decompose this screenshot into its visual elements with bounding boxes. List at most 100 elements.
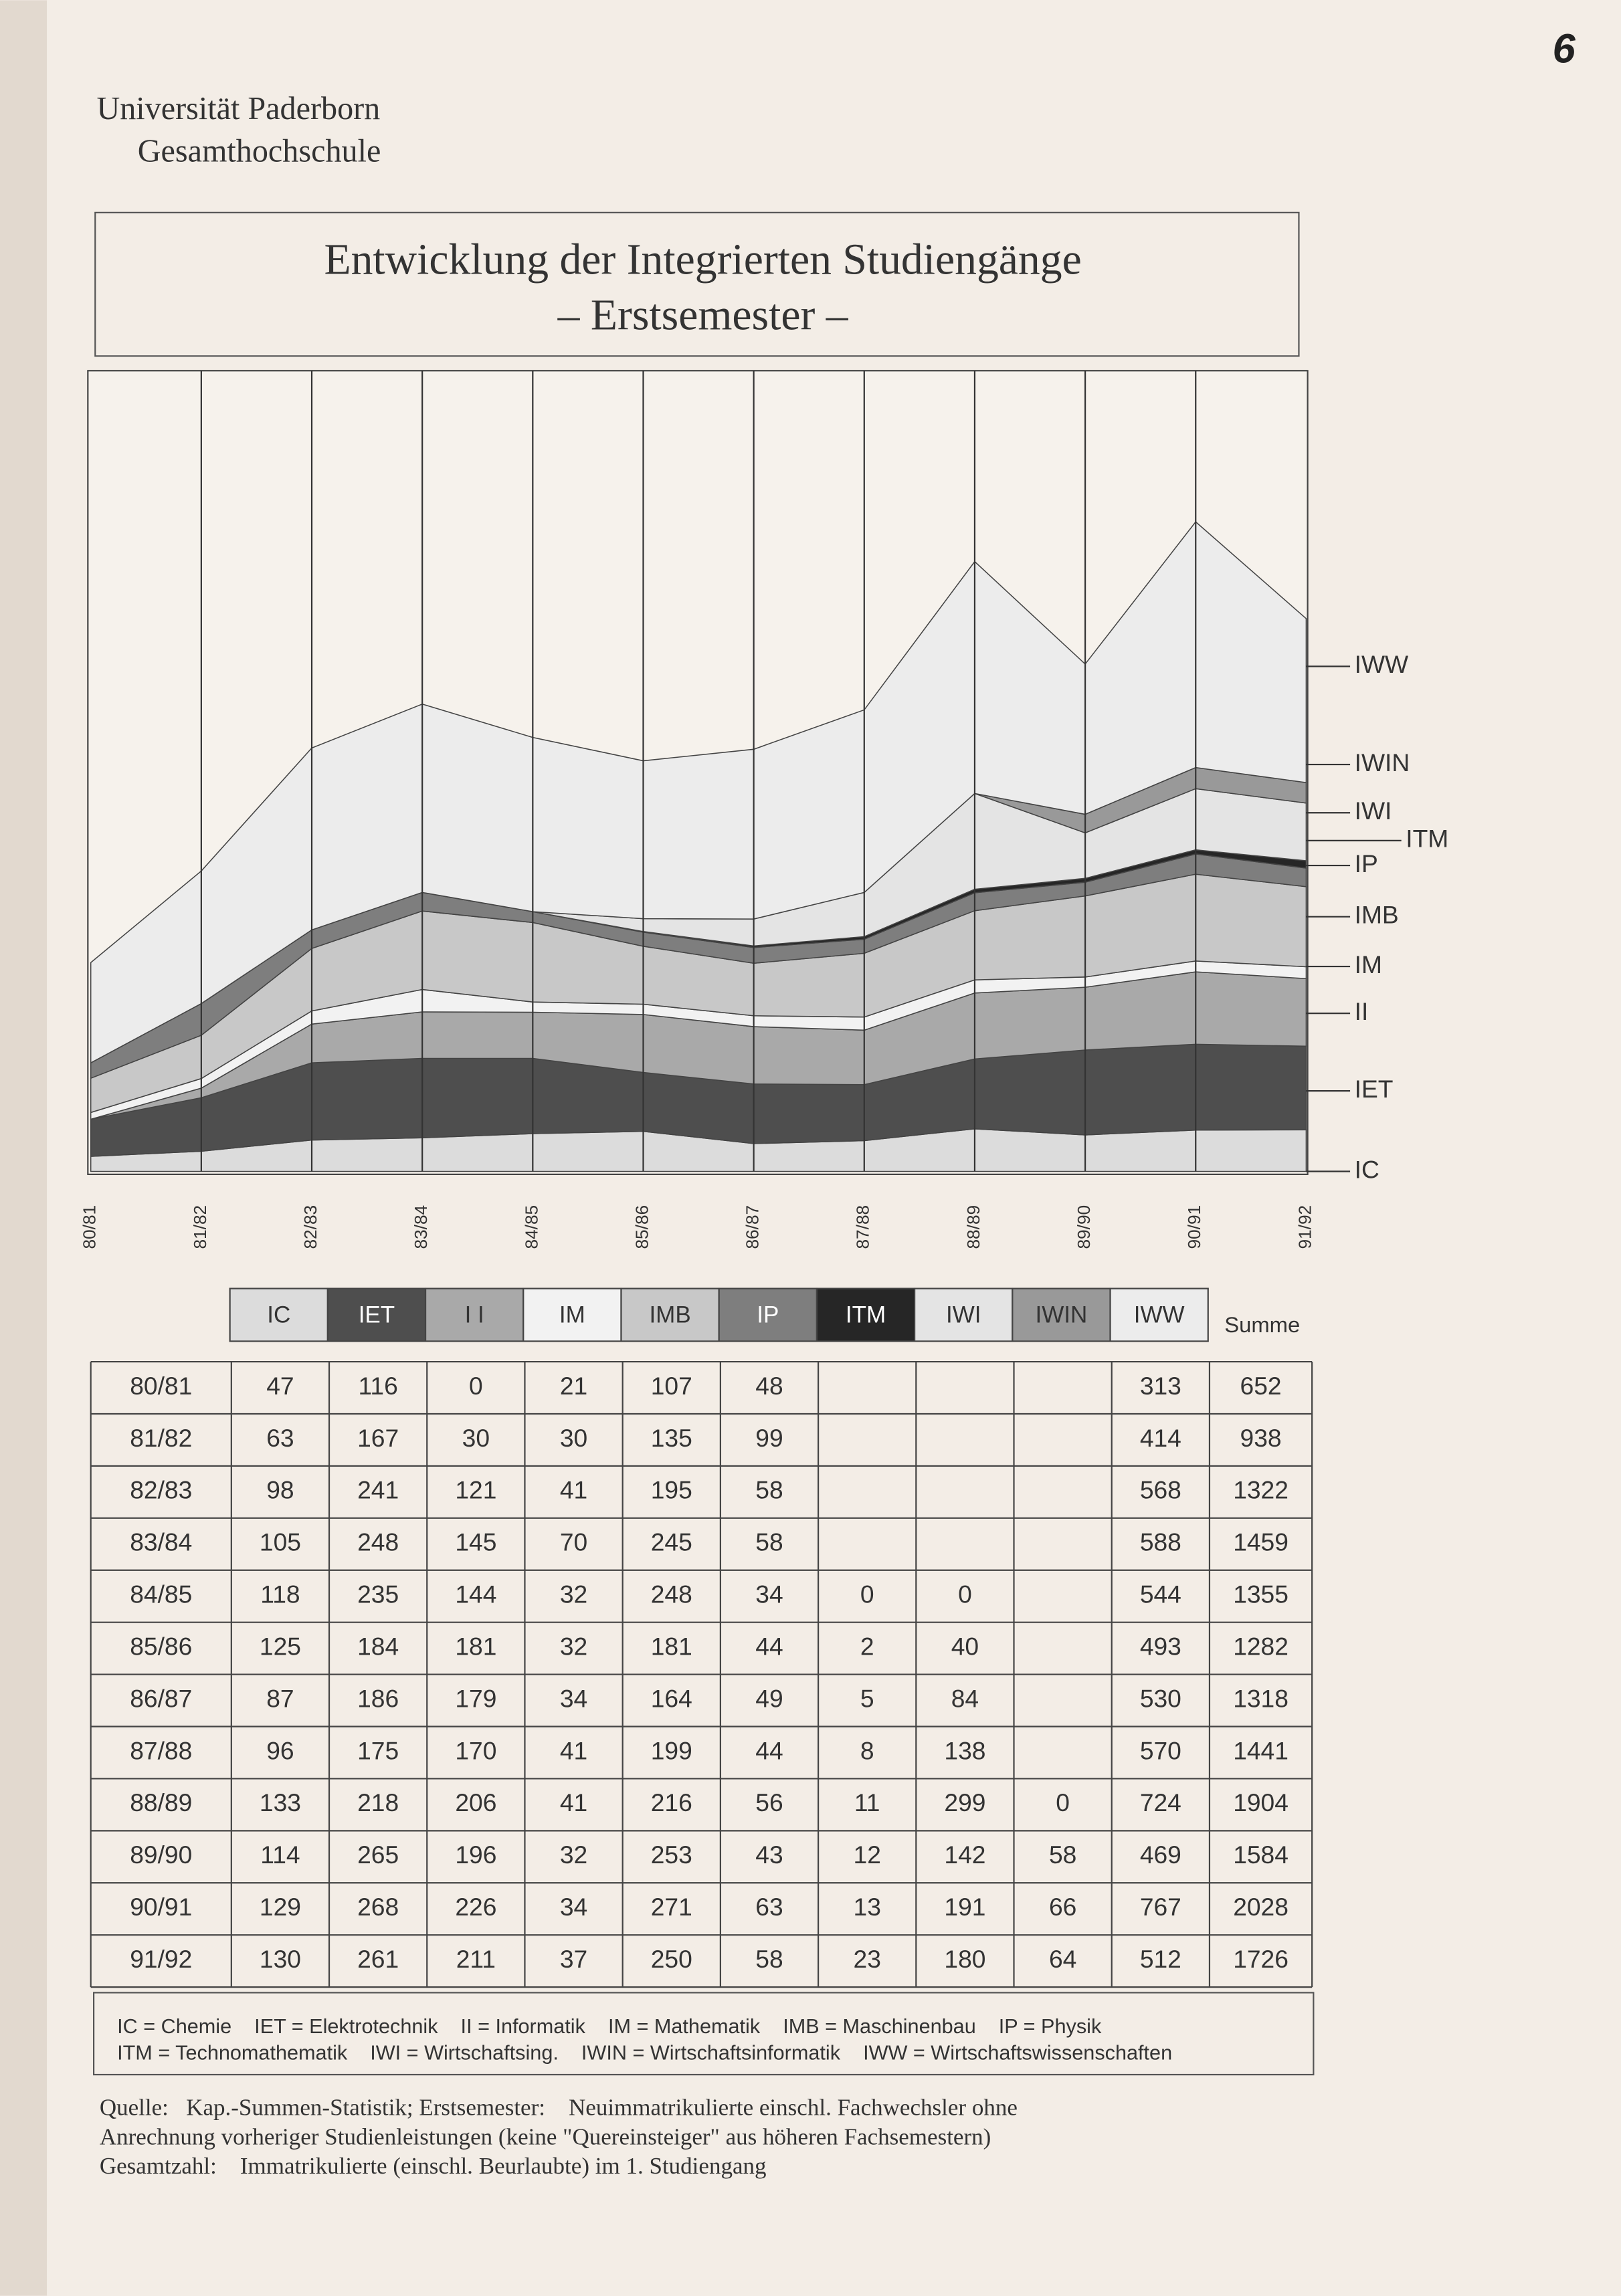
table-cell: 199 [651,1736,692,1764]
table-cell: 652 [1240,1372,1282,1400]
x-tick-label: 86/87 [743,1205,763,1249]
series-label: IWIN [1355,748,1410,776]
row-label: 91/92 [130,1945,192,1973]
legend-box [424,1287,525,1342]
table-cell: 37 [560,1945,587,1973]
table-cell: 64 [1049,1945,1076,1973]
table-cell: 114 [260,1841,300,1869]
table-cell: 175 [357,1736,399,1764]
table-cell: 41 [560,1476,587,1504]
x-tick-label: 88/89 [963,1205,983,1249]
table-cell: 299 [944,1788,985,1816]
table-cell: 235 [357,1580,399,1608]
table-cell: 216 [651,1788,692,1816]
row-label: 85/86 [130,1632,192,1660]
series-label: IWW [1355,650,1409,678]
series-label: IP [1355,849,1378,877]
source-line: Quelle: Kap.-Summen-Statistik; Erstsemes… [100,2095,1018,2121]
table-cell: 271 [651,1893,692,1921]
legend-label: IMB [649,1301,690,1328]
table-cell: 23 [854,1945,881,1973]
table-cell: 0 [469,1372,483,1400]
table-cell: 1459 [1233,1528,1289,1556]
legend-label: ITM [846,1301,886,1328]
source-line: Anrechnung vorheriger Studienleistungen … [100,2123,991,2150]
table-cell: 206 [455,1788,496,1816]
table-cell: 245 [651,1528,692,1556]
legend-box [914,1287,1014,1342]
x-tick-label: 83/84 [411,1205,431,1249]
x-tick-label: 85/86 [632,1205,652,1249]
table-cell: 241 [357,1476,399,1504]
legend-box [229,1287,328,1342]
table-cell: 32 [560,1632,587,1660]
table-cell: 568 [1140,1476,1181,1504]
table-cell: 145 [455,1528,496,1556]
table-cell: 130 [260,1945,301,1973]
table-cell: 170 [455,1736,496,1764]
sum-label: Summe [1224,1312,1300,1337]
table-cell: 544 [1140,1580,1181,1608]
row-label: 81/82 [130,1424,192,1452]
page-number: 6 [1553,25,1576,71]
table-cell: 2028 [1233,1893,1289,1921]
table-cell: 261 [357,1945,399,1973]
series-label: IWI [1355,797,1392,825]
table-cell: 32 [560,1841,587,1869]
table-cell: 1904 [1233,1788,1289,1816]
table-cell: 167 [357,1424,399,1452]
source-line: Gesamtzahl: Immatrikulierte (einschl. Be… [100,2153,767,2179]
table-cell: 58 [755,1528,783,1556]
table-cell: 21 [560,1372,587,1400]
table-cell: 129 [260,1893,301,1921]
header-line: Universität Paderborn [96,91,380,126]
legend-box [620,1287,720,1342]
x-tick-label: 90/91 [1184,1205,1204,1249]
table-cell: 226 [455,1893,496,1921]
table-cell: 938 [1240,1424,1282,1452]
table-cell: 0 [958,1580,972,1608]
table-cell: 191 [944,1893,985,1921]
table-cell: 268 [357,1893,399,1921]
binding-edge [0,0,47,2296]
key-line: ITM = Technomathematik IWI = Wirtschafts… [117,2041,1172,2064]
table-cell: 253 [651,1841,692,1869]
table-cell: 96 [266,1736,294,1764]
table-cell: 313 [1140,1372,1181,1400]
series-label: IM [1355,950,1382,978]
legend-box [718,1287,818,1342]
row-label: 87/88 [130,1736,192,1764]
legend-label: IM [559,1301,585,1328]
table-cell: 179 [455,1684,496,1712]
table-cell: 13 [854,1893,881,1921]
table-cell: 724 [1140,1788,1181,1816]
row-label: 83/84 [130,1528,192,1556]
table-cell: 588 [1140,1528,1181,1556]
table-cell: 48 [755,1372,783,1400]
row-label: 86/87 [130,1684,192,1712]
legend-box [816,1287,916,1342]
table-cell: 181 [455,1632,496,1660]
table-cell: 41 [560,1788,587,1816]
table-cell: 250 [651,1945,692,1973]
title-box [94,211,1300,357]
x-tick-label: 91/92 [1295,1205,1315,1249]
table-cell: 414 [1140,1424,1181,1452]
table-cell: 43 [755,1841,783,1869]
legend-label: I I [465,1301,484,1328]
table-cell: 34 [755,1580,783,1608]
table-cell: 56 [755,1788,783,1816]
table-cell: 40 [951,1632,979,1660]
table-cell: 469 [1140,1841,1181,1869]
table-cell: 493 [1140,1632,1181,1660]
legend-label: IWW [1134,1301,1185,1328]
table-cell: 70 [560,1528,587,1556]
table-cell: 0 [860,1580,874,1608]
row-label: 84/85 [130,1580,192,1608]
table-cell: 1322 [1233,1476,1289,1504]
table-cell: 12 [854,1841,881,1869]
legend-label: IET [359,1301,395,1328]
table-cell: 0 [1056,1788,1070,1816]
